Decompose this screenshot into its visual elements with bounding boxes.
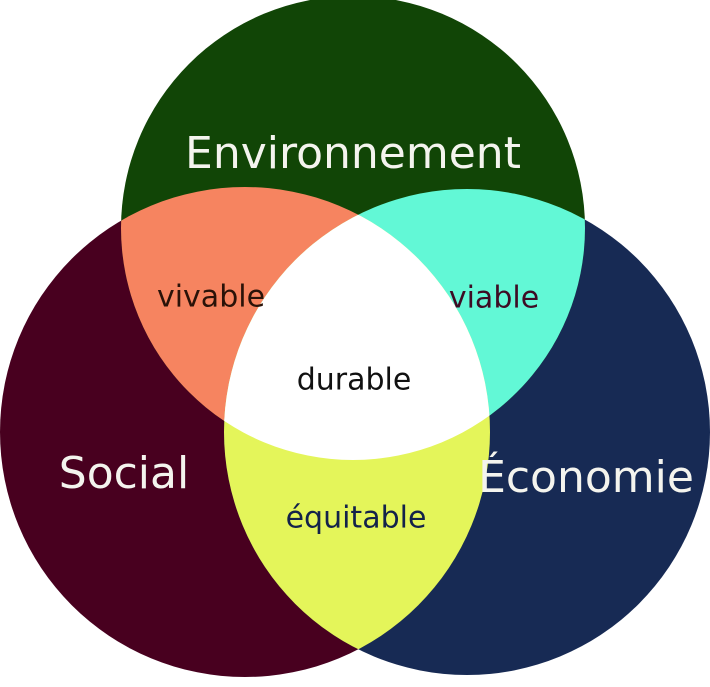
viable-label: viable	[449, 281, 539, 316]
durable-label: durable	[297, 363, 412, 398]
social-label: Social	[59, 448, 189, 499]
equitable-label: équitable	[286, 501, 427, 536]
economy-label: Économie	[478, 450, 694, 503]
vivable-label: vivable	[157, 280, 265, 315]
environment-label: Environnement	[185, 128, 521, 179]
